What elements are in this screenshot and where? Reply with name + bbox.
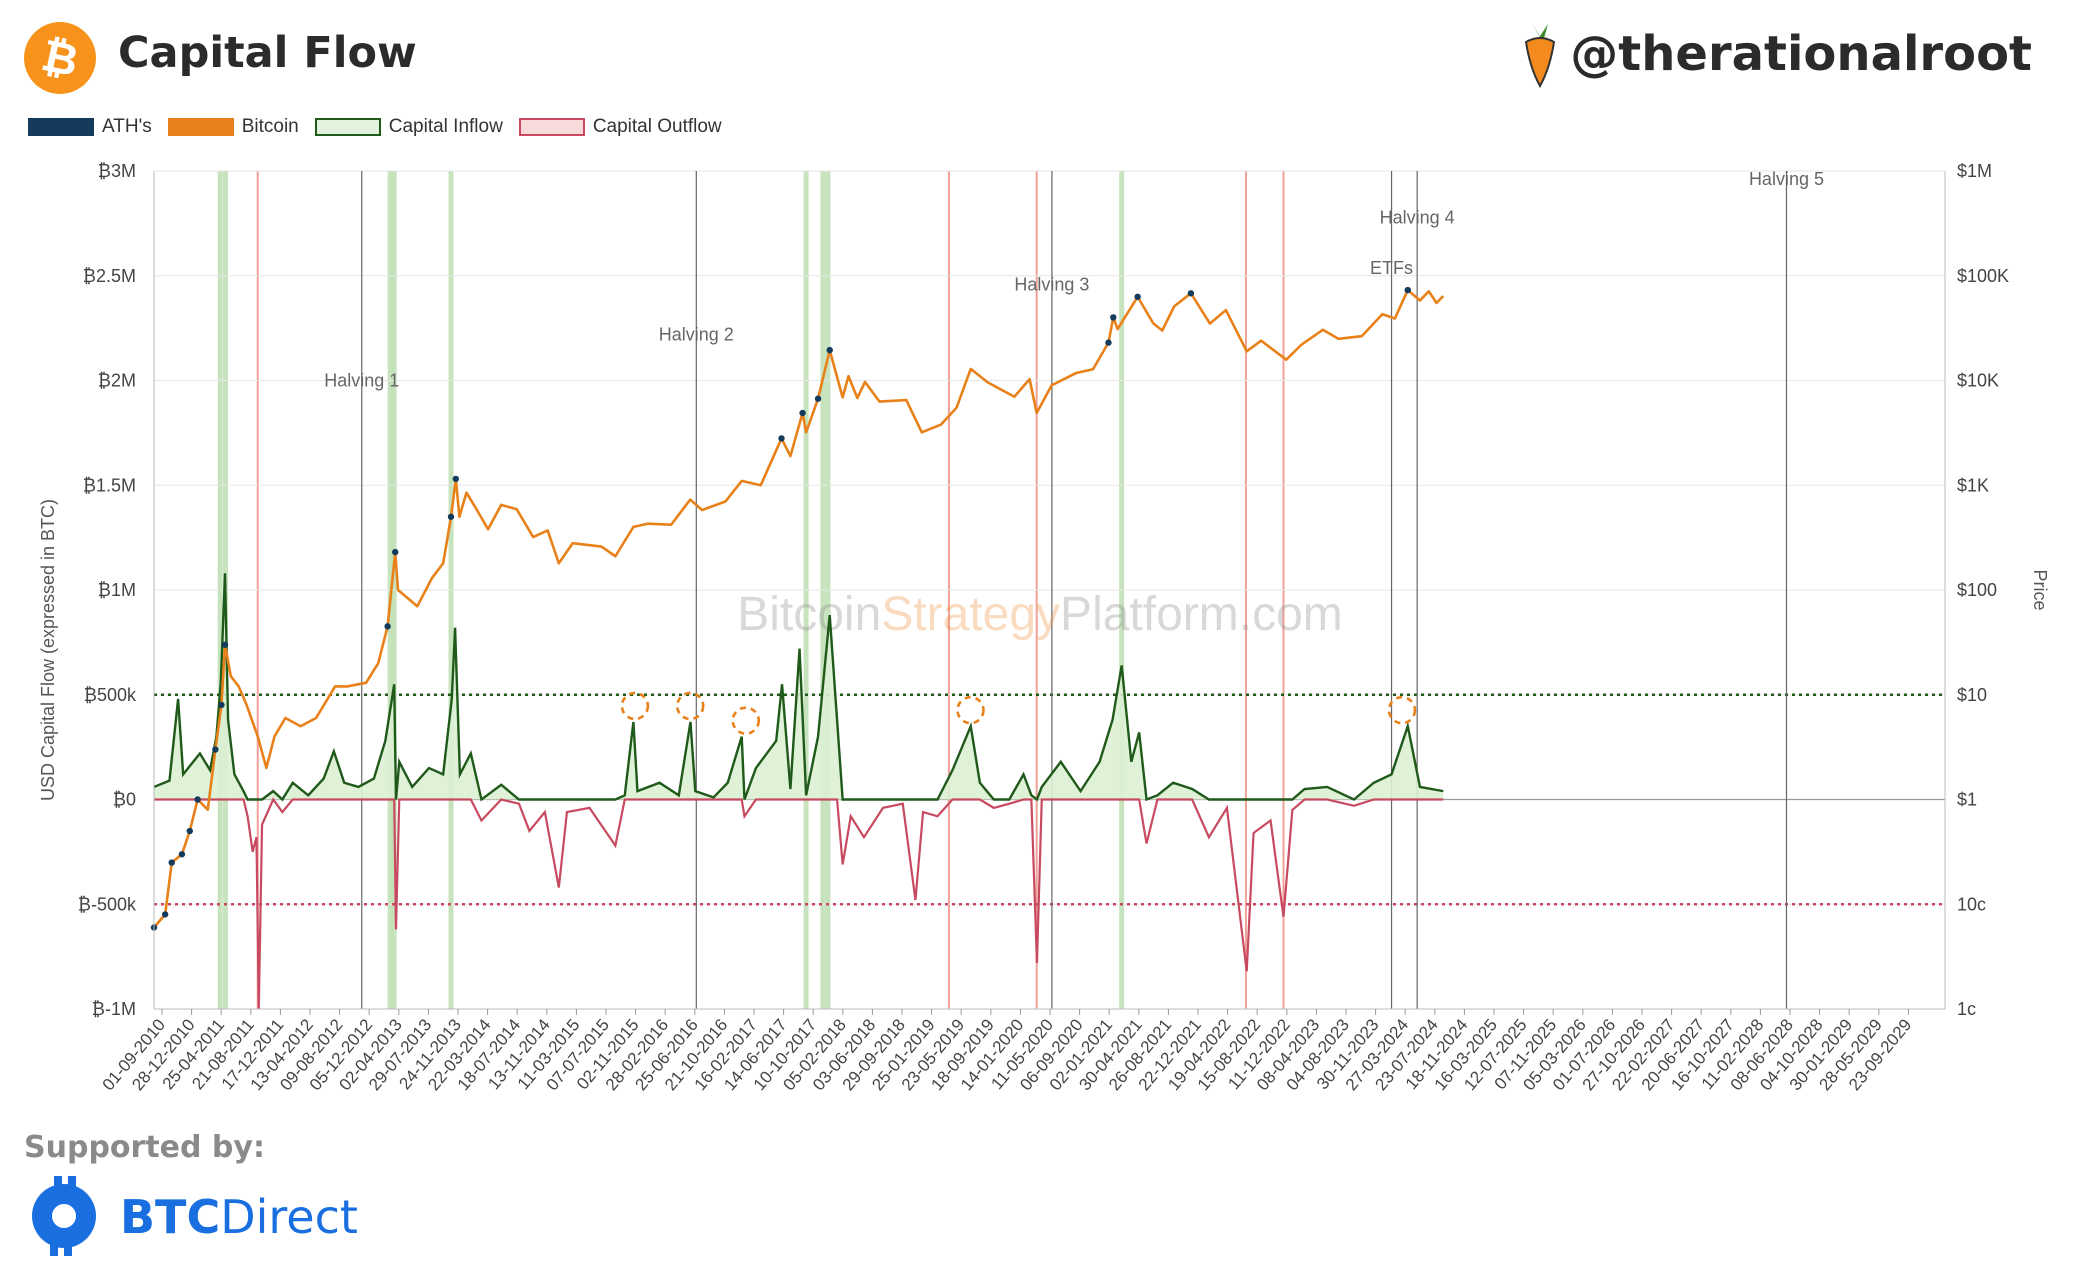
legend-label: Capital Inflow: [388, 116, 503, 137]
sponsor-name: BTCDirect: [120, 1190, 358, 1244]
watermark: BitcoinStrategyPlatform.com: [737, 588, 1343, 641]
y-tick-left: ₿3M: [98, 161, 136, 181]
ath-marker: [1187, 290, 1195, 297]
event-label: ETFs: [1370, 258, 1413, 278]
y-axis-right-title: Price: [2030, 569, 2050, 610]
sponsor-name-bold: BTC: [120, 1190, 221, 1244]
ath-marker: [1134, 293, 1141, 300]
ath-marker: [161, 911, 169, 918]
capital-flow-chart: Halving 1 Halving 2 Halving 3 ETFs Halving 4…: [38, 161, 2050, 1094]
legend-item-aths[interactable]: ATH's: [28, 116, 152, 138]
highlight-circle: [620, 691, 650, 721]
watermark-part-2: Strategy: [881, 588, 1060, 641]
watermark-part-3: Platform.com: [1060, 588, 1343, 641]
highlight-circle: [1387, 695, 1417, 725]
ath-marker: [392, 548, 399, 556]
legend-label: ATH's: [102, 116, 152, 137]
ath-marker: [447, 513, 455, 520]
ath-marker: [778, 435, 785, 442]
bitcoin-price-series: [150, 286, 1445, 931]
y-tick-right: 1c: [1957, 999, 1976, 1019]
y-tick-left: ₿2M: [98, 371, 136, 391]
svg-text:BitcoinStrategyPlatform.com: BitcoinStrategyPlatform.com: [737, 588, 1343, 641]
ath-marker: [826, 346, 833, 354]
legend-item-capital-outflow[interactable]: Capital Outflow: [518, 116, 722, 138]
y-tick-left: ₿0: [113, 790, 136, 810]
carrot-icon: [1525, 24, 1556, 88]
bitcoin-price-line: [153, 288, 1445, 929]
highlight-circle: [956, 695, 985, 725]
highlight-circles: [620, 691, 1417, 735]
ath-marker: [194, 796, 201, 803]
y-tick-left: ₿-1M: [92, 999, 136, 1019]
inflow-line: [153, 573, 1444, 802]
y-tick-right: $100K: [1957, 266, 2009, 286]
y-tick-right: $1M: [1957, 161, 1992, 181]
inflow-area: [154, 573, 1444, 800]
page-title: Capital Flow: [118, 28, 417, 78]
supported-by-label: Supported by:: [24, 1130, 265, 1165]
y-tick-left: ₿2.5M: [83, 266, 136, 286]
y-tick-right: $100: [1957, 580, 1997, 600]
legend-swatch: [518, 118, 585, 136]
legend-swatch: [314, 118, 381, 136]
chart-legend: ATH's Bitcoin Capital Inflow Capital Out…: [28, 116, 738, 138]
ath-marker: [168, 859, 175, 866]
sponsor-logo[interactable]: BTCDirect: [30, 1176, 358, 1258]
ath-marker: [799, 409, 806, 417]
y-tick-right: $1K: [1957, 475, 1989, 495]
y-axis-left-title: USD Capital Flow (expressed in BTC): [38, 499, 58, 801]
highlight-circle: [731, 706, 761, 735]
legend-label: Capital Outflow: [592, 116, 722, 137]
y-tick-left: ₿-500k: [78, 894, 137, 914]
bitcoin-icon: ₿: [24, 22, 96, 94]
ath-marker: [221, 641, 229, 648]
sponsor-name-rest: Direct: [220, 1190, 358, 1244]
legend-label: Bitcoin: [241, 116, 299, 137]
ath-marker: [814, 395, 822, 402]
ath-marker: [186, 827, 193, 835]
legend-swatch: [28, 118, 94, 136]
y-tick-right: $10: [1957, 685, 1987, 705]
ath-marker: [1404, 286, 1411, 294]
handle-text: @therationalroot: [1570, 26, 2032, 82]
highlight-circle: [675, 691, 705, 721]
event-label: Halving 4: [1380, 207, 1455, 227]
ath-marker: [452, 475, 460, 483]
y-tick-left: ₿1M: [98, 580, 136, 600]
author-handle: @therationalroot: [1520, 20, 2032, 88]
y-tick-right: 10c: [1957, 894, 1986, 914]
ath-marker: [178, 851, 186, 858]
ath-marker: [384, 623, 391, 630]
capital-flow-series: [153, 573, 1444, 1010]
y-tick-right: $10K: [1957, 371, 1999, 391]
ath-marker: [1105, 339, 1112, 346]
y-tick-left: ₿500k: [84, 685, 137, 705]
btcdirect-logo-icon: [32, 1176, 96, 1256]
ath-marker: [1110, 314, 1117, 321]
watermark-part-1: Bitcoin: [737, 588, 881, 641]
outflow-line: [154, 797, 1444, 1010]
event-label: Halving 3: [1014, 275, 1089, 295]
event-label: Halving 5: [1749, 169, 1824, 189]
event-label: Halving 2: [659, 325, 734, 345]
y-tick-left: ₿1.5M: [83, 475, 136, 495]
legend-item-bitcoin[interactable]: Bitcoin: [167, 116, 299, 138]
legend-swatch: [167, 118, 234, 136]
event-label: Halving 1: [324, 371, 399, 391]
ath-marker: [212, 746, 219, 753]
ath-marker: [218, 701, 225, 709]
legend-item-capital-inflow[interactable]: Capital Inflow: [314, 116, 503, 138]
y-tick-right: $1: [1957, 790, 1977, 810]
